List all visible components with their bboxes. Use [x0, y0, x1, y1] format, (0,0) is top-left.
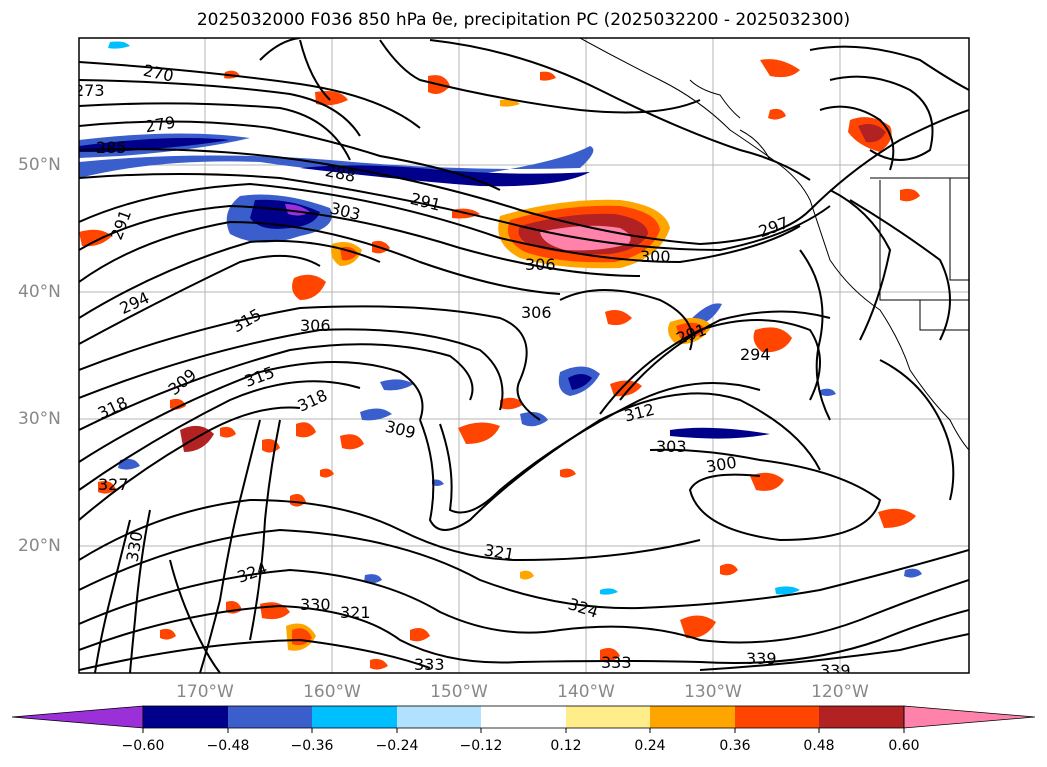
contour-label: 339	[820, 661, 851, 680]
colorbar-segment	[819, 706, 904, 728]
lon-label-140w: 140°W	[557, 682, 615, 702]
contour-label: 333	[414, 655, 445, 674]
contour-label: 306	[525, 255, 556, 274]
colorbar-extend-min	[11, 705, 144, 729]
contour-label: 306	[300, 316, 331, 335]
contour-label: 294	[740, 345, 771, 364]
map-frame	[78, 37, 970, 674]
colorbar-segment	[312, 706, 397, 728]
lon-label-120w: 120°W	[811, 682, 869, 702]
contour-label: 300	[640, 247, 671, 266]
colorbar-tick-label: −0.24	[375, 738, 419, 754]
colorbar-tick-label: −0.60	[121, 738, 165, 754]
colorbar-tick-label: 0.60	[888, 738, 920, 754]
colorbar-tick-label: −0.12	[459, 738, 503, 754]
colorbar-segment	[566, 706, 650, 728]
contour-label: 306	[521, 303, 552, 322]
precip-positive-shading	[79, 59, 920, 670]
contour-label: 339	[746, 649, 777, 668]
lon-label-130w: 130°W	[684, 682, 742, 702]
lon-label-150w: 150°W	[430, 682, 488, 702]
colorbar-tick-label: 0.24	[634, 738, 666, 754]
colorbar-segment	[143, 706, 228, 728]
colorbar-tick-label: 0.48	[803, 738, 835, 754]
lat-label-40n: 40°N	[18, 282, 61, 302]
contour-label: 330	[300, 595, 331, 614]
lat-label-30n: 30°N	[18, 409, 61, 429]
contour-label: 273	[74, 81, 105, 100]
coastline	[579, 38, 969, 451]
colorbar	[11, 705, 1036, 733]
colorbar-segment	[735, 706, 819, 728]
lon-label-160w: 160°W	[303, 682, 361, 702]
map-title: 2025032000 F036 850 hPa θe, precipitatio…	[196, 10, 851, 30]
colorbar-extend-max	[903, 705, 1036, 729]
gridlines	[79, 38, 969, 673]
precip-negative-shading	[79, 41, 922, 595]
map-panel	[79, 38, 969, 673]
contour-label: 285	[96, 138, 127, 157]
colorbar-segment	[397, 706, 481, 728]
colorbar-tick-label: −0.36	[290, 738, 334, 754]
contour-label: 327	[98, 475, 129, 494]
map-content: 270 273 279 285 288 291 291 294 297 300 …	[74, 38, 969, 680]
contour-label: 333	[601, 653, 632, 672]
colorbar-tick-label: 0.12	[550, 738, 582, 754]
contour-label: 321	[340, 603, 371, 622]
lat-label-50n: 50°N	[18, 155, 61, 175]
contour-labels: 270 273 279 285 288 291 291 294 297 300 …	[74, 61, 851, 680]
colorbar-segment	[650, 706, 735, 728]
lat-label-20n: 20°N	[18, 536, 61, 556]
lon-label-170w: 170°W	[176, 682, 234, 702]
colorbar-tick-label: −0.48	[206, 738, 250, 754]
colorbar-tick-label: 0.36	[719, 738, 751, 754]
colorbar-segment	[228, 706, 312, 728]
contour-label: 303	[656, 437, 687, 456]
colorbar-segment	[481, 706, 566, 728]
theta-e-contours	[79, 38, 969, 673]
